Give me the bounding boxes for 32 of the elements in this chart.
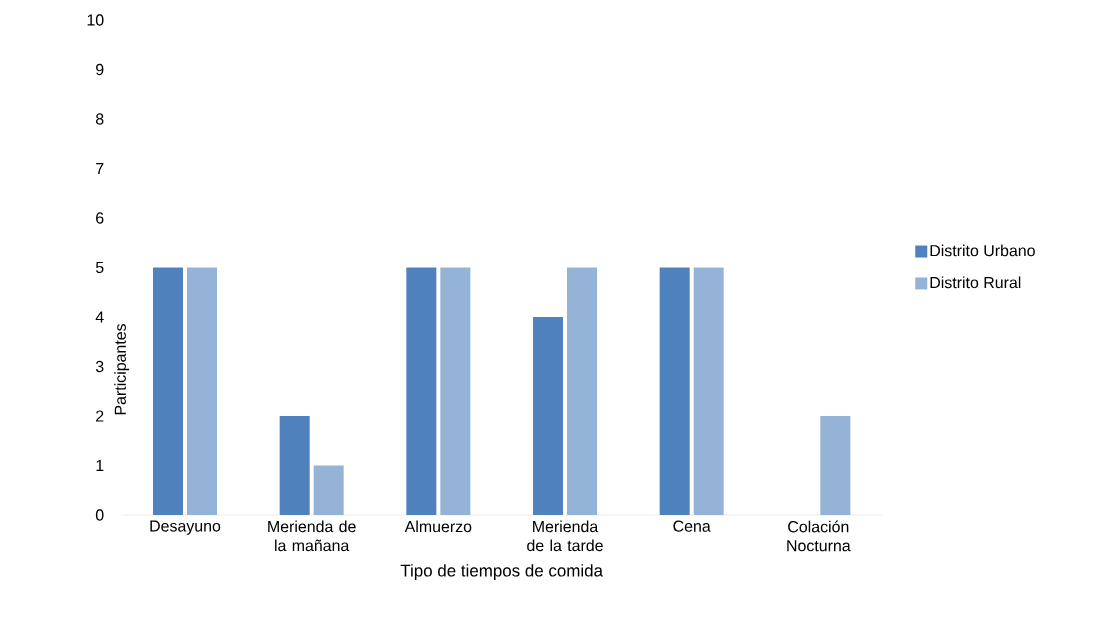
y-tick-label: 7 <box>96 163 104 174</box>
x-axis-title: Tipo de tiempos de comida <box>400 564 603 580</box>
bar <box>313 465 344 515</box>
y-tick-label: 9 <box>96 63 104 76</box>
x-tick-label: Almuerzo <box>404 520 472 533</box>
y-tick-label: 1 <box>96 460 104 471</box>
bar <box>440 267 471 515</box>
bar <box>820 416 851 515</box>
y-tick-label: 10 <box>87 14 104 26</box>
y-tick-label: 0 <box>95 509 104 521</box>
y-tick-label: 6 <box>96 212 104 224</box>
bar <box>693 267 724 515</box>
bar <box>659 267 690 515</box>
y-tick-label: 4 <box>95 311 104 323</box>
bar <box>406 267 437 515</box>
y-axis-title: Participantes <box>114 324 130 415</box>
bar <box>187 267 217 515</box>
x-tick-label: Merienda de la mañana <box>268 520 356 552</box>
y-tick-label: 5 <box>95 261 104 274</box>
x-tick-label: Merienda de la tarde <box>527 520 603 552</box>
bar <box>533 317 563 515</box>
y-tick-label: 8 <box>95 113 104 125</box>
bar <box>153 267 183 515</box>
y-tick-label: 2 <box>96 410 104 422</box>
legend-label: Distrito Urbano <box>930 244 1035 257</box>
x-tick-label: Desayuno <box>150 520 221 535</box>
bar <box>279 416 310 515</box>
x-tick-label: Cena <box>673 520 711 532</box>
bar <box>567 267 597 515</box>
x-tick-label: Colación Nocturna <box>787 520 851 552</box>
y-tick-label: 3 <box>95 360 104 373</box>
legend-label: Distrito Rural <box>930 276 1021 289</box>
